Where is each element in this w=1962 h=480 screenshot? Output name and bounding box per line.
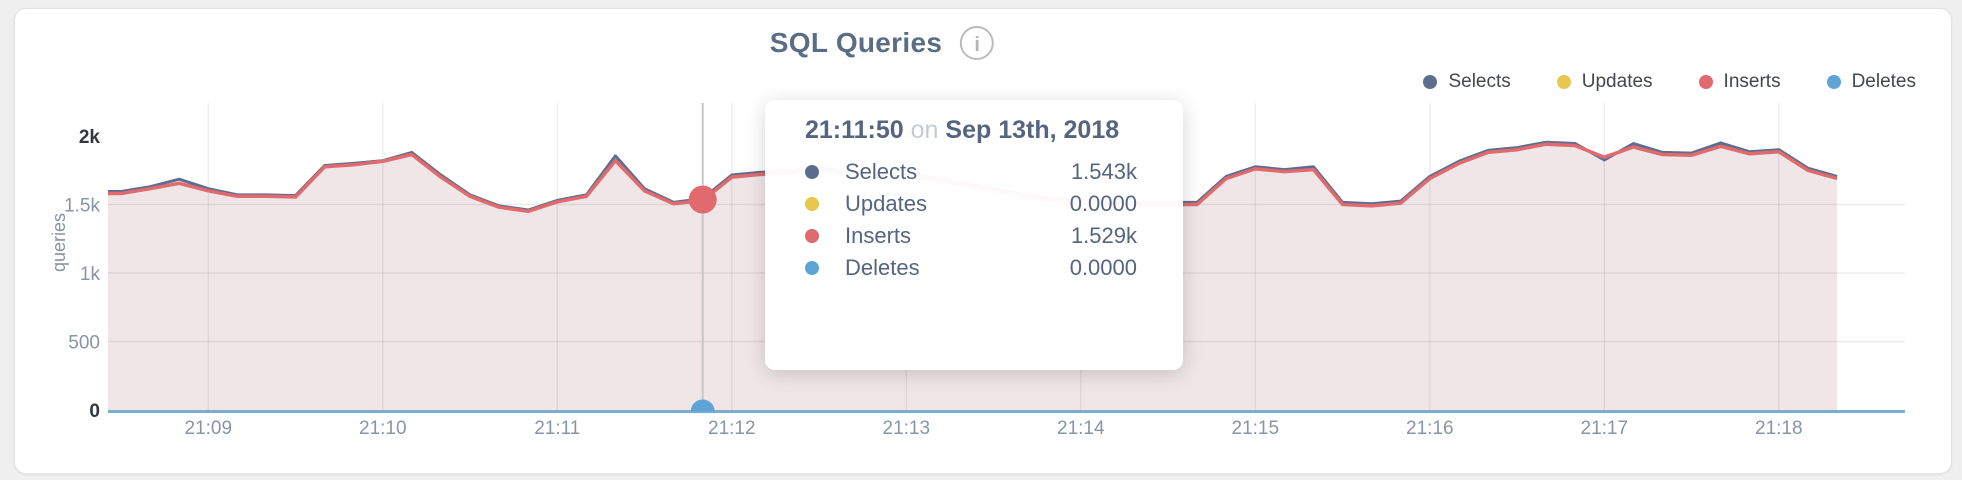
tooltip-connector: on bbox=[910, 116, 939, 144]
legend-item-deletes[interactable]: Deletes bbox=[1826, 71, 1916, 93]
legend-label: Selects bbox=[1448, 71, 1511, 92]
tooltip-series-label: Deletes bbox=[845, 255, 920, 280]
x-tick-label: 21:09 bbox=[185, 418, 233, 439]
tooltip-series-dot-icon bbox=[805, 261, 819, 275]
legend: Selects Updates Inserts Deletes bbox=[1423, 71, 1916, 93]
tooltip-series-value: 1.543k bbox=[1070, 159, 1137, 184]
tooltip-series-label: Inserts bbox=[845, 223, 912, 248]
legend-dot-icon bbox=[1698, 75, 1713, 89]
tooltip-series-value: 0.0000 bbox=[1069, 191, 1137, 216]
tooltip-row-inserts: Inserts 1.529k bbox=[805, 220, 1137, 252]
tooltip-series-label: Selects bbox=[845, 159, 918, 184]
tooltip-series-label: Updates bbox=[845, 191, 927, 216]
x-tick-label: 21:14 bbox=[1057, 418, 1105, 439]
legend-label: Inserts bbox=[1723, 71, 1781, 92]
x-tick-label: 21:17 bbox=[1581, 418, 1629, 439]
legend-label: Updates bbox=[1581, 71, 1653, 92]
x-tick-label: 21:18 bbox=[1755, 418, 1803, 439]
tooltip-series-dot-icon bbox=[805, 197, 819, 211]
legend-item-selects[interactable]: Selects bbox=[1423, 71, 1511, 93]
tooltip-series-dot-icon bbox=[805, 165, 819, 179]
legend-dot-icon bbox=[1826, 75, 1841, 89]
hover-dot-deletes bbox=[690, 399, 715, 412]
hover-dot-inserts bbox=[688, 185, 717, 214]
tooltip-row-selects: Selects 1.543k bbox=[805, 156, 1137, 188]
x-tick-label: 21:16 bbox=[1406, 418, 1454, 439]
tooltip-header: 21:11:50 on Sep 13th, 2018 bbox=[805, 114, 1137, 146]
legend-item-updates[interactable]: Updates bbox=[1556, 71, 1653, 93]
chart-tooltip: 21:11:50 on Sep 13th, 2018 Selects 1.543k… bbox=[765, 100, 1183, 370]
y-tick-label: 2k bbox=[79, 127, 101, 148]
y-tick-label: 1.5k bbox=[64, 196, 100, 217]
x-tick-label: 21:10 bbox=[359, 418, 407, 439]
y-axis-title: queries bbox=[49, 212, 70, 273]
legend-item-inserts[interactable]: Inserts bbox=[1698, 71, 1781, 93]
legend-dot-icon bbox=[1556, 75, 1571, 89]
legend-dot-icon bbox=[1423, 75, 1438, 89]
y-tick-label: 500 bbox=[68, 333, 100, 354]
legend-label: Deletes bbox=[1851, 71, 1916, 92]
x-tick-label: 21:15 bbox=[1232, 418, 1280, 439]
chart-title: SQL Queries bbox=[769, 27, 943, 58]
x-tick-label: 21:11 bbox=[534, 418, 580, 439]
x-tick-label: 21:12 bbox=[708, 418, 756, 439]
tooltip-date: Sep 13th, 2018 bbox=[945, 116, 1120, 144]
tooltip-series-value: 1.529k bbox=[1070, 223, 1137, 248]
tooltip-time: 21:11:50 bbox=[805, 116, 904, 144]
tooltip-row-updates: Updates 0.0000 bbox=[805, 188, 1137, 220]
x-tick-label: 21:13 bbox=[883, 418, 931, 439]
tooltip-row-deletes: Deletes 0.0000 bbox=[805, 252, 1137, 284]
info-icon[interactable]: i bbox=[960, 26, 995, 60]
chart-header: SQL Queries i bbox=[769, 26, 995, 60]
y-tick-label: 1k bbox=[80, 264, 101, 285]
y-tick-label: 0 bbox=[89, 401, 100, 422]
tooltip-series-value: 0.0000 bbox=[1069, 255, 1137, 280]
tooltip-series-dot-icon bbox=[805, 229, 819, 243]
